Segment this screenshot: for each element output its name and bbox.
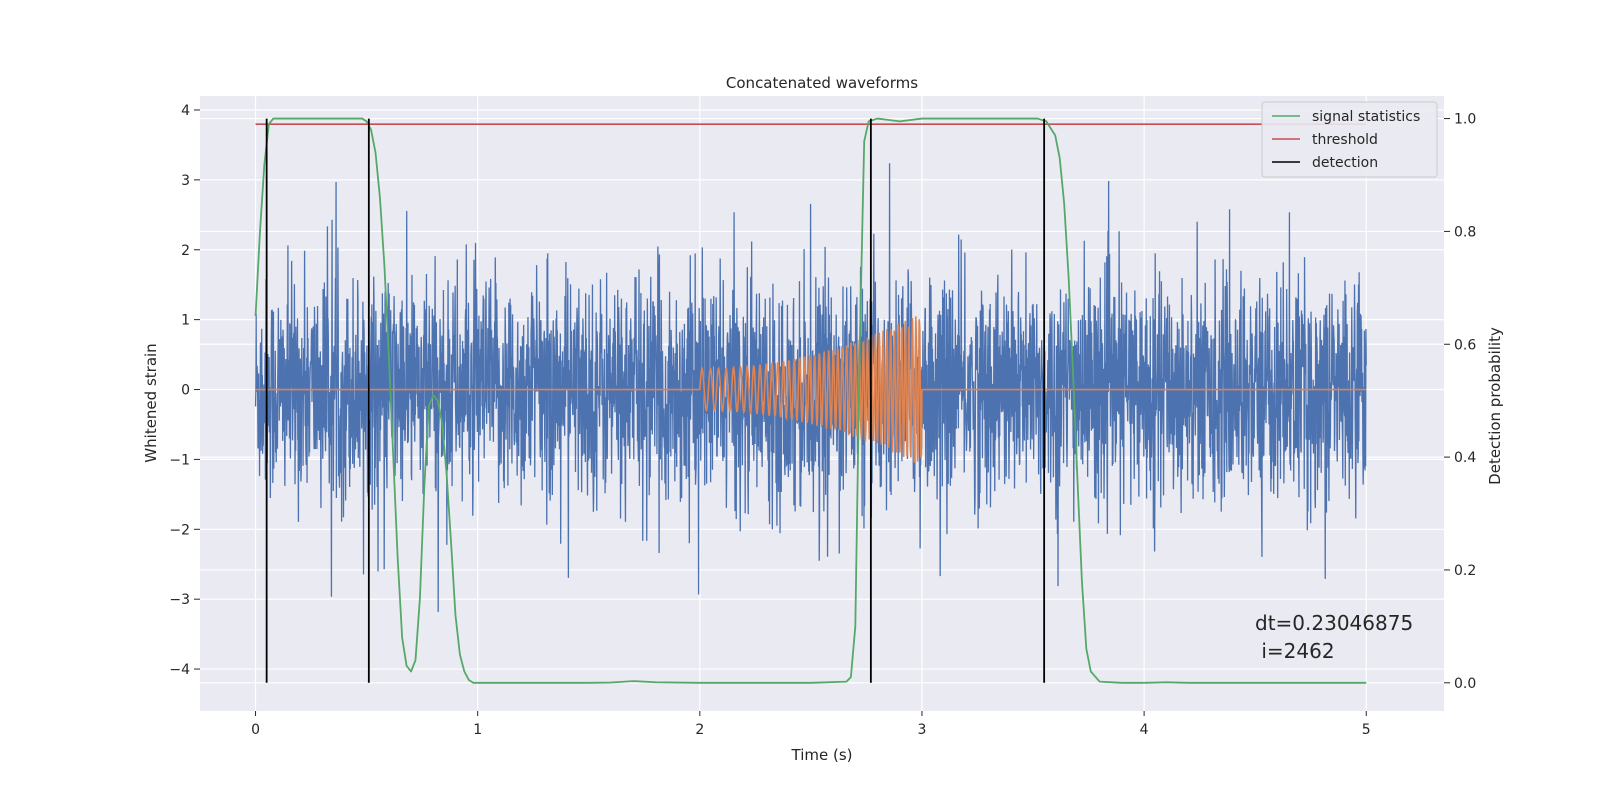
y2-tick-label: 0.0 — [1454, 676, 1476, 692]
y-tick-label: 3 — [181, 173, 190, 189]
y-tick-label: 1 — [181, 313, 190, 329]
y-tick-label: 2 — [181, 243, 190, 259]
y2-tick-label: 1.0 — [1454, 112, 1476, 128]
x-tick-label: 3 — [918, 722, 927, 738]
signal-statistics-line — [254, 117, 1367, 684]
y-axis-title: Whitened strain — [142, 343, 160, 462]
y2-tick-label: 0.2 — [1454, 563, 1476, 579]
legend-label-detection: detection — [1312, 155, 1378, 171]
x-tick-label: 4 — [1140, 722, 1149, 738]
ticks: 0 1 2 3 4 5 −4 −3 −2 −1 0 1 2 3 4 0.0 0.2 0.4 0.6 0.8 1.0 — [169, 103, 1476, 738]
y-tick-label: 4 — [181, 103, 190, 119]
y-tick-label: −4 — [169, 662, 190, 678]
y2-tick-label: 0.6 — [1454, 337, 1476, 353]
annotation-dt: dt=0.23046875 — [1255, 611, 1413, 635]
y-tick-label: 0 — [181, 383, 190, 399]
legend: signal statistics threshold detection — [1261, 101, 1438, 178]
y2-axis-title: Detection probability — [1486, 327, 1504, 485]
x-tick-label: 5 — [1362, 722, 1371, 738]
x-tick-label: 2 — [695, 722, 704, 738]
x-axis-title: Time (s) — [791, 746, 853, 764]
annotation-i: i=2462 — [1255, 639, 1335, 663]
legend-label-threshold: threshold — [1312, 132, 1378, 148]
data-layer — [254, 117, 1367, 684]
chart-title: Concatenated waveforms — [726, 74, 918, 92]
legend-box — [1261, 101, 1438, 178]
y-tick-label: −2 — [169, 522, 190, 538]
x-tick-label: 0 — [251, 722, 260, 738]
x-tick-label: 1 — [473, 722, 482, 738]
y2-tick-label: 0.8 — [1454, 224, 1476, 240]
y-tick-label: −1 — [169, 452, 190, 468]
chirp-template-line — [255, 316, 1367, 463]
y-tick-label: −3 — [169, 592, 190, 608]
legend-label-signal-statistics: signal statistics — [1312, 109, 1420, 125]
y2-tick-label: 0.4 — [1454, 450, 1476, 466]
